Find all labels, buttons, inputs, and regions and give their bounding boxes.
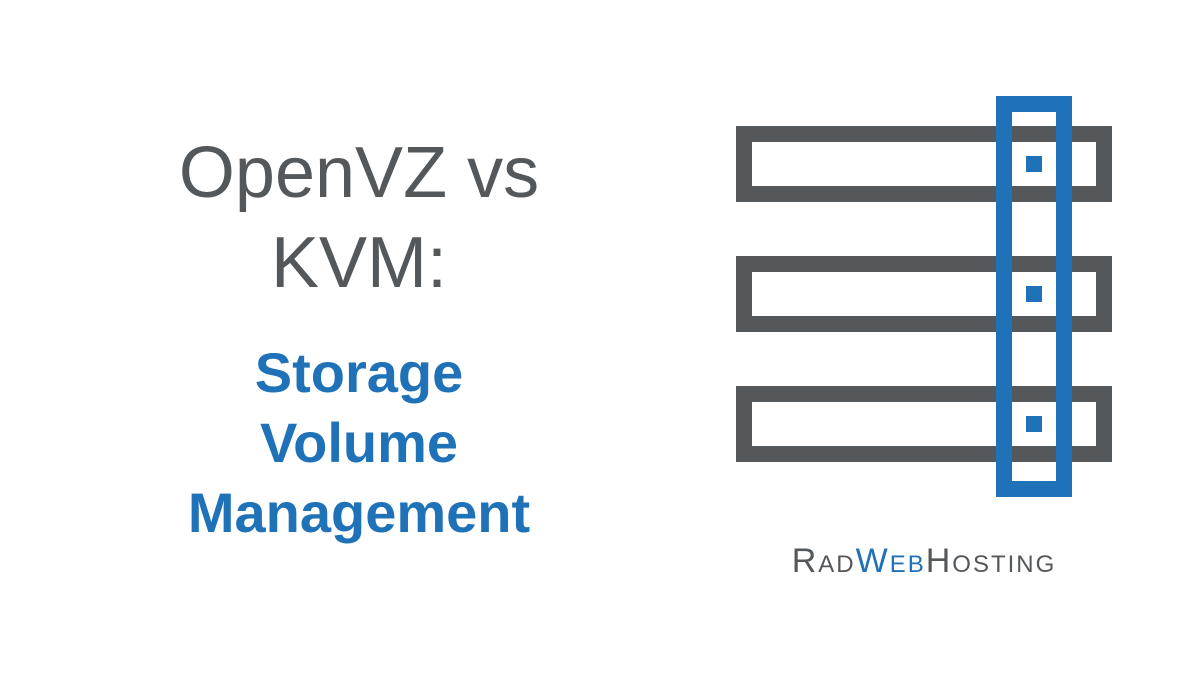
subtitle-line-2: Volume [188,408,530,478]
brand-part-hosting: Hosting [926,542,1057,580]
title-line-2: KVM: [179,218,539,308]
subtitle-heading: Storage Volume Management [188,338,530,548]
brand-wordmark: RadWebHosting [792,542,1057,581]
infographic-container: OpenVZ vs KVM: Storage Volume Management… [0,0,1200,675]
subtitle-line-3: Management [188,478,530,548]
title-line-1: OpenVZ vs [179,128,539,218]
title-heading: OpenVZ vs KVM: [179,128,539,308]
brand-part-rad: Rad [792,542,856,580]
text-panel: OpenVZ vs KVM: Storage Volume Management [0,128,648,548]
brand-part-web: Web [856,542,926,580]
logo-panel: RadWebHosting [648,94,1200,581]
subtitle-line-1: Storage [188,338,530,408]
server-logo-icon [714,94,1134,524]
